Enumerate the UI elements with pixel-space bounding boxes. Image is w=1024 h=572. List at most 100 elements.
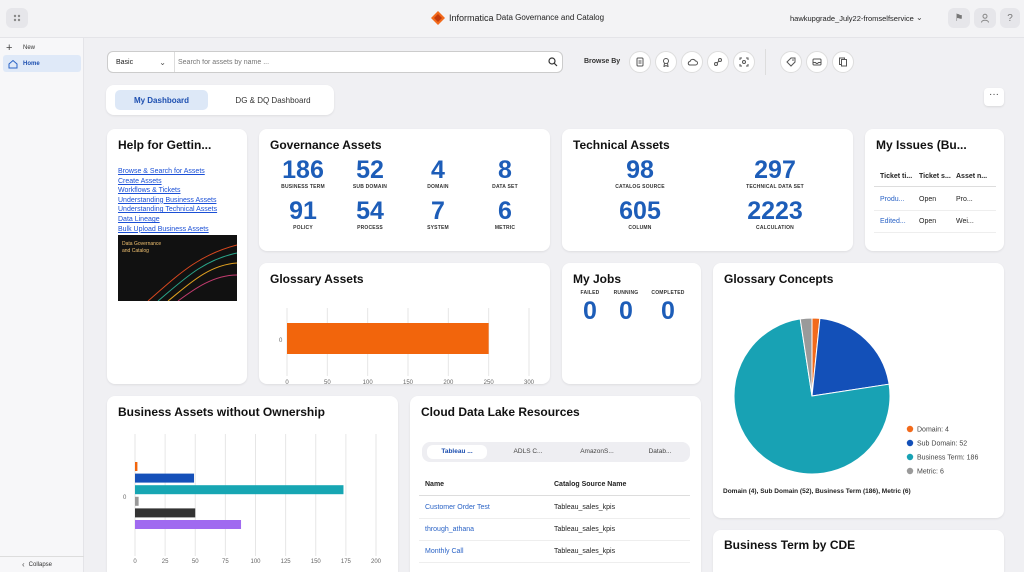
table-row[interactable]: Customer Order Test Tableau_sales_kpis <box>419 497 690 519</box>
flag-icon[interactable]: ⚑ <box>948 8 970 28</box>
cloud-header-row: Name Catalog Source Name <box>419 474 690 496</box>
catalog-icon[interactable] <box>629 51 651 73</box>
bar[interactable] <box>135 520 242 529</box>
pie-slice[interactable] <box>799 317 813 397</box>
system-count[interactable]: 7 <box>431 197 445 225</box>
table-row[interactable]: Produ... Open Pro... <box>874 189 996 211</box>
plus-icon: + <box>6 42 13 54</box>
sidebar: + New Home ‹ Collapse <box>0 38 84 572</box>
search-input[interactable] <box>178 54 538 70</box>
chevron-down-icon: ⌄ <box>159 57 166 67</box>
documents-icon[interactable] <box>832 51 854 73</box>
process-count[interactable]: 54 <box>356 197 384 225</box>
inbox-icon[interactable] <box>806 51 828 73</box>
legend-label[interactable]: Metric: 6 <box>917 469 944 476</box>
tab-tableau[interactable]: Tableau ... <box>427 445 487 459</box>
search-bar: Basic ⌄ <box>107 51 563 73</box>
resource-name-link[interactable]: Customer Order Test <box>425 504 490 511</box>
sub-domain-count[interactable]: 52 <box>356 156 384 184</box>
bar[interactable] <box>135 508 196 518</box>
more-options-icon[interactable]: ··· <box>984 88 1004 106</box>
x-tick-label: 25 <box>162 559 169 565</box>
domain-count[interactable]: 4 <box>431 156 445 184</box>
legend-label[interactable]: Sub Domain: 52 <box>917 441 967 448</box>
legend-marker <box>906 453 914 461</box>
policy-count[interactable]: 91 <box>289 197 317 225</box>
tab-adls[interactable]: ADLS C... <box>513 448 543 455</box>
table-row[interactable]: through_athana Tableau_sales_kpis <box>419 519 690 541</box>
bar[interactable] <box>135 462 138 471</box>
divider <box>765 49 766 75</box>
tab-dg-dq-dashboard[interactable]: DG & DQ Dashboard <box>235 95 311 105</box>
help-link-data-lineage[interactable]: Data Lineage <box>118 215 160 223</box>
user-menu[interactable]: hawkupgrade_July22-fromselfservice <box>790 14 914 23</box>
connections-icon[interactable] <box>707 51 729 73</box>
help-link-workflows[interactable]: Workflows & Tickets <box>118 187 181 195</box>
column-header[interactable]: Name <box>425 481 445 488</box>
calculation-count[interactable]: 2223 <box>747 197 803 225</box>
data-set-count[interactable]: 8 <box>498 156 512 184</box>
help-link-bulk-upload[interactable]: Bulk Upload Business Assets <box>118 225 209 233</box>
column-header[interactable]: Catalog Source Name <box>554 481 627 488</box>
ownership-card: Business Assets without Ownership 0 25 50 7… <box>107 396 398 572</box>
new-button[interactable]: + New <box>6 41 82 55</box>
app-switcher-icon[interactable] <box>6 8 28 28</box>
bar[interactable] <box>135 496 139 506</box>
column-header[interactable]: Ticket s... <box>919 173 951 180</box>
pie-slice[interactable] <box>733 318 891 475</box>
resource-name-link[interactable]: through_athana <box>425 526 475 533</box>
x-tick-label: 0 <box>285 380 289 384</box>
award-icon[interactable] <box>655 51 677 73</box>
scan-icon[interactable] <box>733 51 755 73</box>
table-row[interactable]: Monthly Call Tableau_sales_kpis <box>419 541 690 563</box>
issues-header-row: Ticket ti... Ticket s... Asset n... <box>874 167 996 187</box>
bar[interactable] <box>135 473 195 483</box>
collapse-button[interactable]: ‹ Collapse <box>0 556 84 572</box>
search-icon[interactable] <box>548 57 558 67</box>
glossary-assets-title: Glossary Assets <box>270 272 364 286</box>
data-set-label: DATA SET <box>492 184 518 190</box>
search-mode-select[interactable]: Basic ⌄ <box>108 52 175 72</box>
completed-label: COMPLETED <box>651 290 685 296</box>
table-row[interactable]: Edited... Open Wei... <box>874 211 996 233</box>
pie-summary: Domain (4), Sub Domain (52), Business Te… <box>723 488 911 495</box>
catalog-source-label: CATALOG SOURCE <box>615 184 665 190</box>
browse-by-label: Browse By <box>584 58 621 65</box>
business-term-count[interactable]: 186 <box>282 156 324 184</box>
help-link-technical-assets[interactable]: Understanding Technical Assets <box>118 206 218 214</box>
completed-count[interactable]: 0 <box>661 297 675 325</box>
tab-my-dashboard[interactable]: My Dashboard <box>115 90 208 110</box>
failed-count[interactable]: 0 <box>583 297 597 325</box>
process-label: PROCESS <box>357 225 383 231</box>
user-profile-icon[interactable] <box>974 8 996 28</box>
ticket-title-link[interactable]: Produ... <box>880 196 905 203</box>
tag-icon[interactable] <box>780 51 802 73</box>
help-link-business-assets[interactable]: Understanding Business Assets <box>118 196 217 204</box>
help-link-create-assets[interactable]: Create Assets <box>118 177 162 185</box>
tab-databricks[interactable]: Datab... <box>648 448 672 455</box>
column-header[interactable]: Asset n... <box>956 173 988 180</box>
bar[interactable] <box>287 323 489 354</box>
metric-count[interactable]: 6 <box>498 197 512 225</box>
legend-label[interactable]: Domain: 4 <box>917 427 949 434</box>
help-icon[interactable]: ? <box>1000 8 1020 28</box>
business-term-label: BUSINESS TERM <box>281 184 325 190</box>
catalog-source-count[interactable]: 98 <box>626 156 654 184</box>
bar[interactable] <box>135 485 344 495</box>
help-link-browse-search[interactable]: Browse & Search for Assets <box>118 168 205 175</box>
sidebar-item-home[interactable]: Home <box>3 55 81 72</box>
category-label: 0 <box>279 338 283 344</box>
column-count[interactable]: 605 <box>619 197 661 225</box>
glossary-assets-chart: 0 50 100 150 200 250 300 0 <box>279 308 535 384</box>
chevron-down-icon[interactable]: ⌄ <box>916 13 923 22</box>
running-count[interactable]: 0 <box>619 297 633 325</box>
legend-label[interactable]: Business Term: 186 <box>917 455 978 462</box>
pie-slice[interactable] <box>811 317 890 397</box>
column-header[interactable]: Ticket ti... <box>880 173 913 180</box>
cloud-icon[interactable] <box>681 51 703 73</box>
ticket-title-link[interactable]: Edited... <box>880 218 906 225</box>
resource-name-link[interactable]: Monthly Call <box>425 548 464 555</box>
tab-amazon-s3[interactable]: AmazonS... <box>580 448 614 455</box>
help-video-thumbnail[interactable]: Data Governance and Catalog <box>118 235 237 301</box>
technical-data-set-count[interactable]: 297 <box>754 156 796 184</box>
